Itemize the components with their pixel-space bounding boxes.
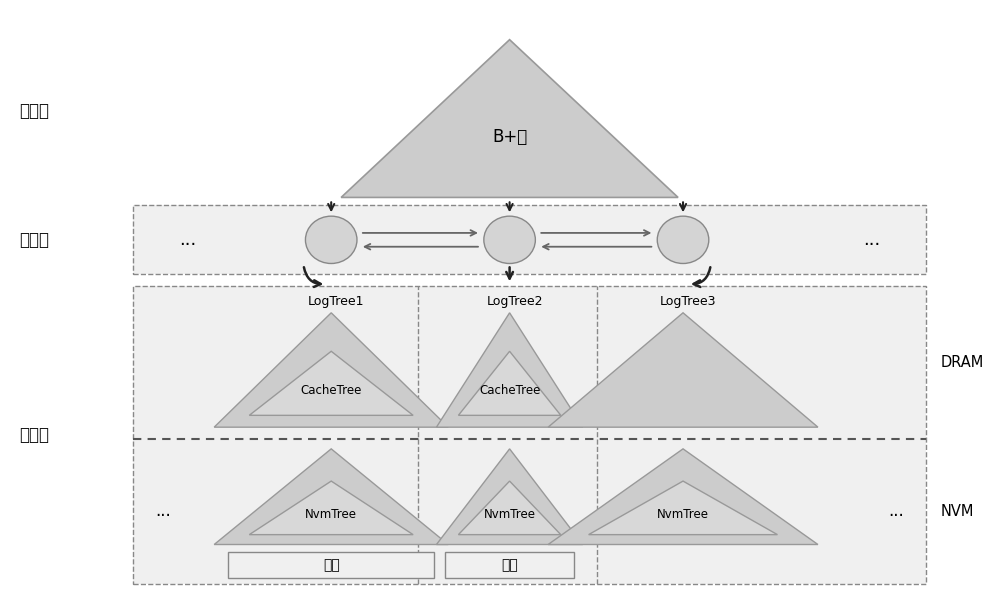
Polygon shape (589, 481, 777, 535)
Polygon shape (458, 351, 561, 415)
FancyBboxPatch shape (133, 439, 926, 584)
Text: 中间层: 中间层 (19, 231, 49, 249)
Text: ...: ... (155, 502, 171, 520)
Text: NvmTree: NvmTree (657, 508, 709, 521)
Text: 数据层: 数据层 (19, 426, 49, 444)
Text: LogTree2: LogTree2 (486, 295, 543, 308)
FancyBboxPatch shape (133, 286, 926, 439)
FancyBboxPatch shape (133, 205, 926, 274)
Polygon shape (249, 481, 413, 535)
Ellipse shape (484, 216, 535, 263)
Polygon shape (249, 351, 413, 415)
Text: ...: ... (179, 231, 196, 249)
Bar (445, 552, 574, 578)
Text: B+树: B+树 (492, 129, 527, 147)
Text: NvmTree: NvmTree (484, 508, 536, 521)
Text: LogTree3: LogTree3 (660, 295, 716, 308)
Polygon shape (548, 313, 818, 427)
Text: CacheTree: CacheTree (479, 384, 540, 398)
Text: NVM: NVM (941, 504, 974, 519)
Polygon shape (214, 313, 448, 427)
Text: 索引层: 索引层 (19, 102, 49, 120)
Text: ...: ... (863, 231, 880, 249)
Polygon shape (341, 40, 678, 197)
Text: 日志: 日志 (323, 558, 340, 572)
Polygon shape (458, 481, 561, 535)
Polygon shape (214, 449, 448, 545)
Bar (228, 552, 434, 578)
Text: NvmTree: NvmTree (305, 508, 357, 521)
Polygon shape (436, 313, 583, 427)
Polygon shape (548, 449, 818, 545)
Text: LogTree1: LogTree1 (308, 295, 364, 308)
Text: ...: ... (888, 502, 904, 520)
Polygon shape (436, 449, 583, 545)
Text: 日志: 日志 (501, 558, 518, 572)
Text: CacheTree: CacheTree (301, 384, 362, 398)
Ellipse shape (657, 216, 709, 263)
Ellipse shape (305, 216, 357, 263)
Text: DRAM: DRAM (941, 355, 984, 370)
